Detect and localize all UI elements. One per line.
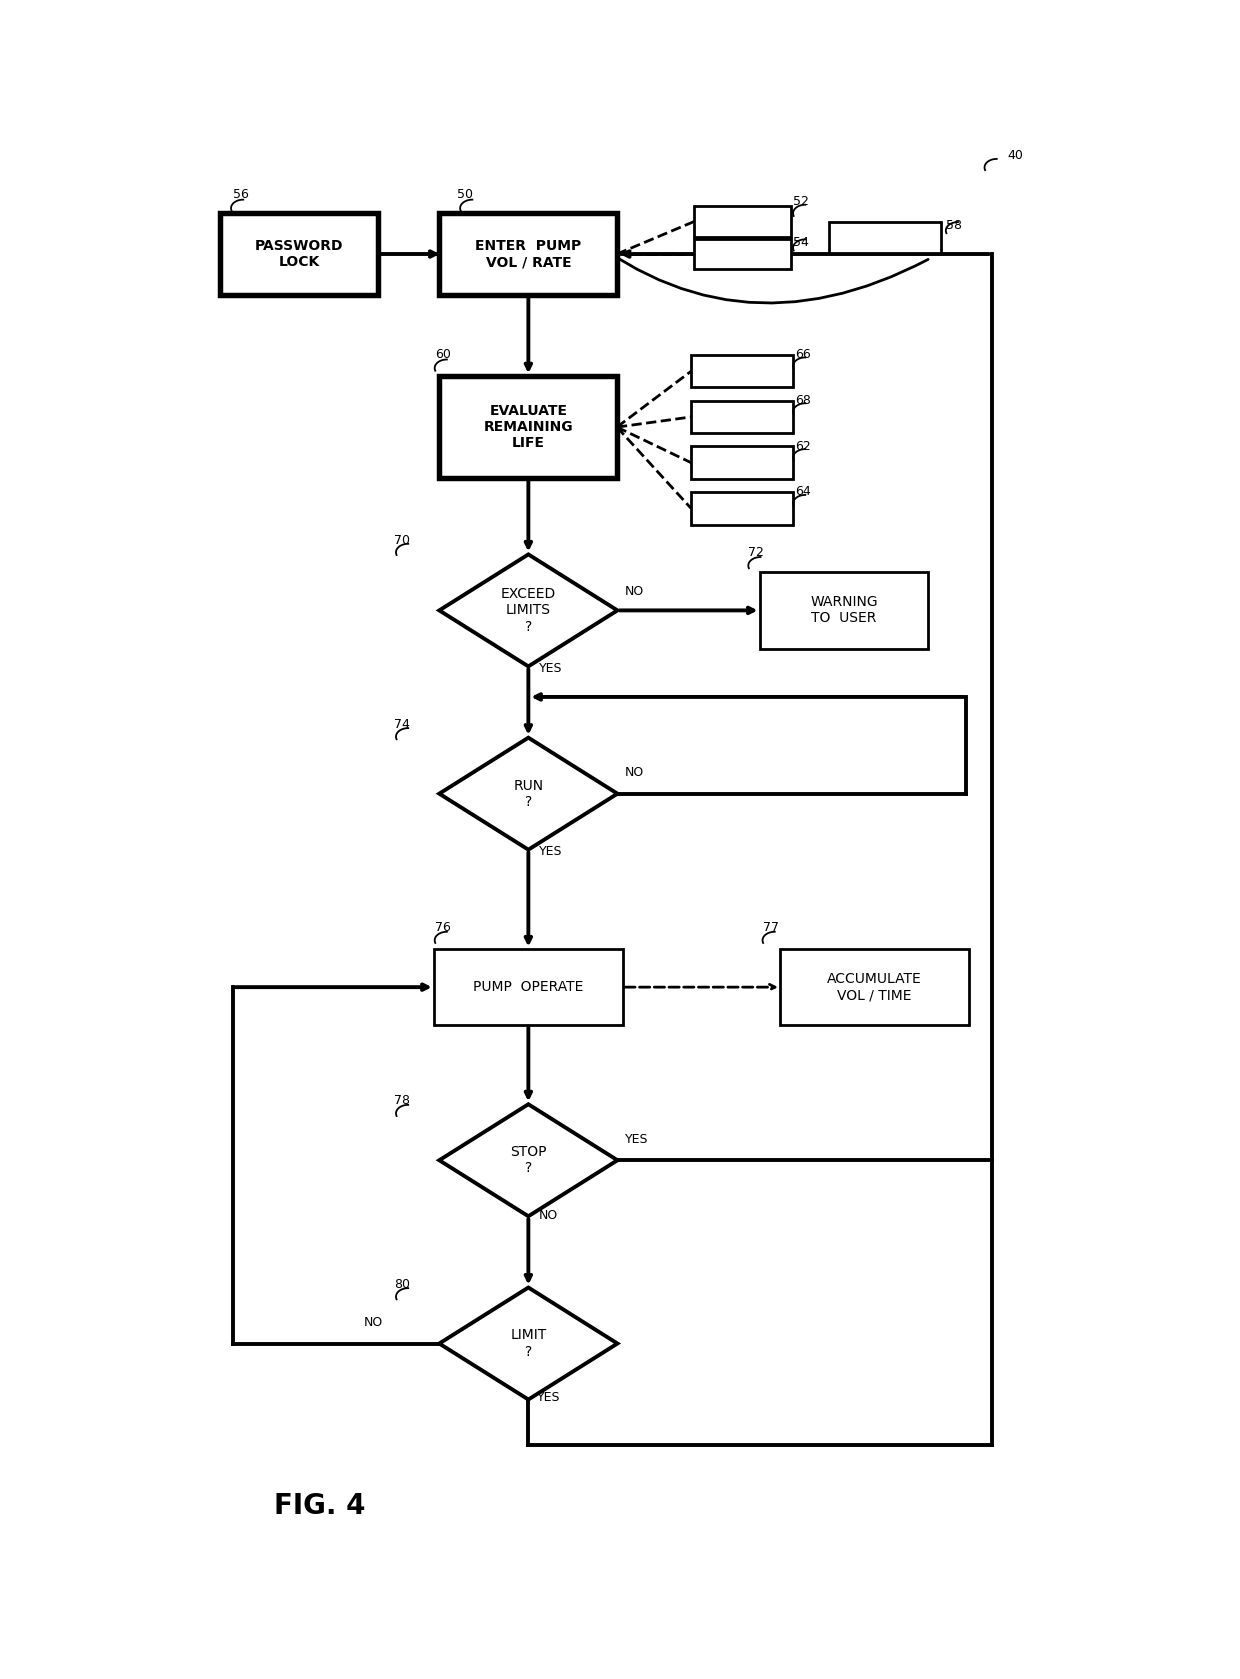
Text: NO: NO [363, 1316, 383, 1330]
Text: 58: 58 [946, 218, 962, 232]
Text: NO: NO [538, 1209, 558, 1222]
Text: 80: 80 [394, 1278, 410, 1291]
FancyBboxPatch shape [760, 573, 928, 648]
Text: 66: 66 [795, 348, 811, 361]
FancyBboxPatch shape [691, 492, 794, 526]
FancyBboxPatch shape [828, 222, 941, 254]
Text: 50: 50 [458, 188, 474, 201]
Text: WARNING
TO  USER: WARNING TO USER [810, 596, 878, 626]
Polygon shape [439, 1288, 618, 1400]
Text: 76: 76 [435, 922, 450, 934]
Text: ACCUMULATE
VOL / TIME: ACCUMULATE VOL / TIME [827, 972, 921, 1002]
FancyBboxPatch shape [434, 949, 622, 1026]
Text: 62: 62 [795, 440, 811, 453]
Text: 60: 60 [435, 348, 450, 361]
Text: FIG. 4: FIG. 4 [274, 1493, 366, 1521]
FancyBboxPatch shape [780, 949, 968, 1026]
Text: YES: YES [537, 1390, 560, 1404]
Text: PUMP  OPERATE: PUMP OPERATE [474, 981, 584, 994]
Text: EXCEED
LIMITS
?: EXCEED LIMITS ? [501, 588, 556, 633]
Text: YES: YES [538, 662, 562, 675]
Text: RUN
?: RUN ? [513, 779, 543, 809]
FancyBboxPatch shape [694, 238, 791, 269]
Text: YES: YES [538, 845, 562, 858]
Text: LIMIT
?: LIMIT ? [510, 1328, 547, 1358]
Text: 40: 40 [1007, 149, 1023, 163]
Text: 68: 68 [795, 395, 811, 406]
Text: 64: 64 [795, 485, 811, 499]
Text: 56: 56 [233, 188, 249, 201]
Text: 70: 70 [394, 534, 410, 547]
Text: 74: 74 [394, 717, 410, 730]
Text: STOP
?: STOP ? [510, 1145, 547, 1175]
Text: EVALUATE
REMAINING
LIFE: EVALUATE REMAINING LIFE [484, 405, 573, 450]
Text: PASSWORD
LOCK: PASSWORD LOCK [255, 238, 343, 269]
Text: 54: 54 [794, 237, 808, 248]
Text: 78: 78 [394, 1095, 410, 1106]
FancyBboxPatch shape [439, 213, 618, 296]
FancyBboxPatch shape [691, 354, 794, 388]
Text: 77: 77 [763, 922, 779, 934]
Text: ENTER  PUMP
VOL / RATE: ENTER PUMP VOL / RATE [475, 238, 582, 269]
FancyBboxPatch shape [439, 376, 618, 479]
FancyBboxPatch shape [691, 401, 794, 433]
Polygon shape [439, 1105, 618, 1216]
FancyBboxPatch shape [221, 213, 378, 296]
Text: NO: NO [625, 586, 645, 598]
FancyBboxPatch shape [691, 447, 794, 479]
FancyBboxPatch shape [694, 207, 791, 237]
Text: 52: 52 [794, 195, 808, 208]
Text: YES: YES [625, 1133, 649, 1147]
Polygon shape [439, 737, 618, 850]
Text: 72: 72 [748, 546, 764, 559]
Polygon shape [439, 554, 618, 667]
Text: NO: NO [625, 766, 645, 779]
